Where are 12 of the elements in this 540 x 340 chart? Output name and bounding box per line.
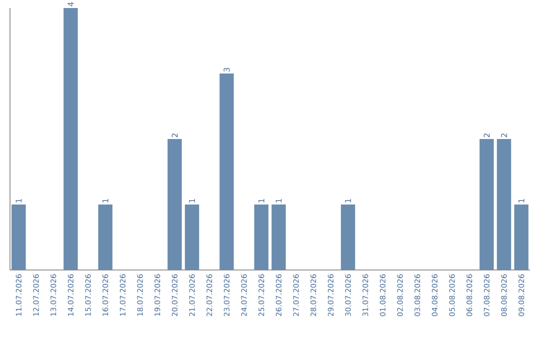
bar xyxy=(220,73,234,270)
bar xyxy=(184,204,200,270)
bar xyxy=(272,204,286,270)
bar xyxy=(496,138,512,270)
bar xyxy=(64,8,78,270)
bar xyxy=(168,138,182,270)
bar xyxy=(254,204,268,270)
bar xyxy=(480,138,494,270)
bar xyxy=(514,204,528,270)
bar xyxy=(12,204,26,270)
bar xyxy=(340,204,356,270)
bar xyxy=(98,204,112,270)
